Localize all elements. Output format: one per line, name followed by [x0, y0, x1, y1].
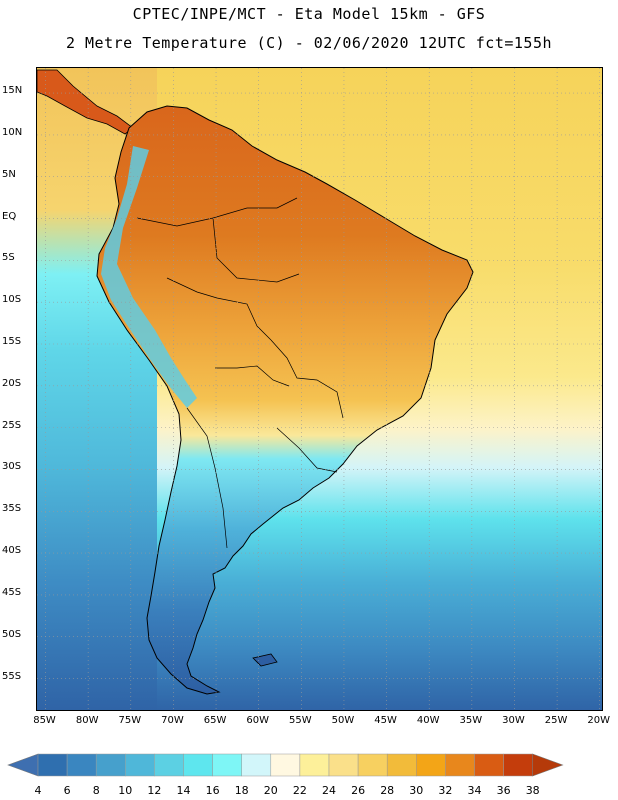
- longitude-tick-label: 20W: [587, 715, 611, 726]
- andes-cool-band: [101, 146, 197, 408]
- colorbar-level-label: 4: [34, 784, 42, 797]
- colorbar-min-arrow: [7, 753, 39, 777]
- colorbar-swatch: [328, 753, 359, 777]
- colorbar-swatch: [503, 753, 533, 777]
- latitude-tick-label: 5S: [2, 252, 15, 264]
- central-america-land: [37, 69, 134, 135]
- longitude-tick-label: 40W: [416, 715, 440, 726]
- colorbar-swatch: [125, 753, 155, 777]
- colorbar-level-label: 28: [380, 784, 395, 797]
- longitude-tick-label: 25W: [544, 715, 568, 726]
- longitude-tick-label: 85W: [33, 715, 56, 726]
- chart-title-line1: CPTEC/INPE/MCT - Eta Model 15km - GFS: [132, 5, 486, 23]
- colorbar-swatch: [270, 753, 301, 777]
- falkland-islands: [252, 653, 278, 667]
- longitude-tick-label: 50W: [331, 715, 355, 726]
- latitude-tick-label: 20S: [2, 377, 22, 389]
- colorbar-swatch: [416, 753, 446, 777]
- colorbar-level-label: 34: [467, 784, 482, 797]
- colorbar-swatch: [66, 753, 97, 777]
- colorbar-swatch: [37, 753, 68, 777]
- latitude-tick-label: 55S: [2, 670, 22, 682]
- colorbar-swatch: [183, 753, 213, 777]
- colorbar-level-label: 20: [263, 784, 278, 797]
- temperature-map: [36, 67, 603, 711]
- colorbar-level-label: 22: [292, 784, 307, 797]
- colorbar-level-label: 6: [63, 784, 71, 797]
- colorbar-level-label: 8: [92, 784, 100, 797]
- colorbar-level-label: 18: [234, 784, 249, 797]
- colorbar-level-label: 10: [118, 784, 133, 797]
- latitude-tick-label: 15N: [2, 85, 23, 97]
- colorbar-level-label: 36: [496, 784, 511, 797]
- colorbar-level-label: 30: [409, 784, 424, 797]
- national-borders: [136, 197, 344, 549]
- colorbar-level-label: 14: [176, 784, 191, 797]
- colorbar-swatch: [212, 753, 242, 777]
- latitude-tick-label: 10N: [2, 126, 23, 138]
- colorbar-level-label: 26: [351, 784, 366, 797]
- temperature-colorbar: [7, 753, 564, 777]
- colorbar-level-label: 12: [147, 784, 162, 797]
- latitude-tick-label: 40S: [2, 545, 22, 557]
- colorbar-swatch: [445, 753, 475, 777]
- colorbar-swatch: [474, 753, 504, 777]
- colorbar-swatch: [241, 753, 272, 777]
- latitude-tick-label: 35S: [2, 503, 22, 515]
- longitude-tick-label: 60W: [246, 715, 269, 726]
- longitude-tick-label: 70W: [161, 715, 184, 726]
- latitude-tick-label: 15S: [2, 336, 22, 347]
- longitude-tick-label: 65W: [203, 715, 227, 726]
- longitude-tick-label: 55W: [289, 715, 312, 726]
- colorbar-swatch: [357, 753, 388, 777]
- latitude-tick-label: EQ: [2, 210, 17, 222]
- colorbar-level-label: 38: [525, 784, 540, 797]
- longitude-tick-label: 45W: [374, 715, 397, 726]
- colorbar-level-label: 16: [205, 784, 220, 797]
- graticule: [37, 68, 602, 710]
- colorbar-swatch: [299, 753, 330, 777]
- latitude-tick-label: 45S: [2, 586, 22, 598]
- chart-title-line2: 2 Metre Temperature (C) - 02/06/2020 12U…: [65, 34, 553, 52]
- longitude-tick-label: 30W: [502, 715, 525, 726]
- colorbar-max-arrow: [532, 753, 564, 777]
- latitude-tick-label: 5N: [2, 168, 16, 180]
- longitude-tick-label: 75W: [118, 715, 142, 726]
- colorbar-swatch: [154, 753, 184, 777]
- south-america-land: [96, 105, 474, 695]
- colorbar-swatch: [386, 753, 417, 777]
- latitude-tick-label: 30S: [2, 461, 22, 473]
- longitude-tick-label: 35W: [459, 715, 483, 726]
- latitude-tick-label: 25S: [2, 419, 22, 431]
- colorbar-level-label: 24: [322, 784, 336, 797]
- map-canvas: [37, 68, 602, 710]
- colorbar-swatch: [95, 753, 126, 777]
- longitude-tick-label: 80W: [75, 715, 99, 726]
- latitude-tick-label: 50S: [2, 628, 22, 640]
- latitude-tick-label: 10S: [2, 294, 22, 306]
- colorbar-level-label: 32: [438, 784, 453, 797]
